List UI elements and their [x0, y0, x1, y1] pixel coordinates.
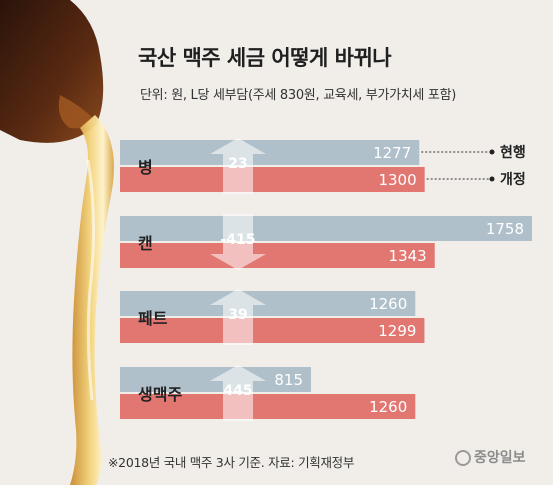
- value-label-revised-1: 1343: [389, 247, 427, 265]
- chart-title: 국산 맥주 세금 어떻게 바뀌나: [138, 46, 392, 70]
- value-label-revised-3: 1260: [369, 398, 407, 416]
- value-label-current-0: 1277: [373, 144, 411, 162]
- legend-label-revised: 개정: [500, 171, 526, 188]
- value-label-current-1: 1758: [486, 220, 524, 238]
- source-note: ※2018년 국내 맥주 3사 기준. 자료: 기획재정부: [108, 455, 355, 470]
- bar-current-1: [120, 216, 532, 241]
- difference-label-0: 23: [228, 156, 247, 172]
- legend-label-current: 현행: [500, 145, 526, 161]
- value-label-current-2: 1260: [369, 295, 407, 313]
- change-arrow-1: [210, 214, 266, 270]
- difference-label-2: 39: [228, 307, 247, 323]
- brand-name: 중앙일보: [474, 450, 526, 466]
- beer-bottle-illustration: [0, 0, 114, 485]
- brand-logo: 중앙일보: [455, 447, 526, 467]
- bar-revised-3: [120, 394, 416, 419]
- legend-dot-revised: [489, 176, 495, 182]
- category-label-1: 캔: [138, 234, 153, 253]
- change-arrow-0: [210, 138, 266, 194]
- category-label-2: 페트: [138, 309, 168, 328]
- change-arrow-3: [210, 365, 266, 421]
- value-label-revised-2: 1299: [378, 322, 416, 340]
- difference-label-3: 445: [223, 383, 252, 399]
- bar-current-0: [120, 140, 420, 165]
- difference-label-1: -415: [220, 232, 255, 248]
- legend-dot-current: [489, 149, 495, 155]
- value-label-revised-0: 1300: [378, 171, 416, 189]
- bar-revised-0: [120, 167, 425, 192]
- category-label-3: 생맥주: [138, 385, 182, 404]
- value-label-current-3: 815: [274, 371, 303, 389]
- bar-revised-1: [120, 243, 435, 268]
- change-arrow-2: [210, 289, 266, 345]
- bar-revised-2: [120, 318, 425, 343]
- brand-ring-icon: [455, 450, 471, 466]
- chart-subtitle: 단위: 원, L당 세부담(주세 830원, 교육세, 부가가치세 포함): [140, 88, 457, 103]
- category-label-0: 병: [138, 158, 153, 177]
- bar-current-2: [120, 291, 416, 316]
